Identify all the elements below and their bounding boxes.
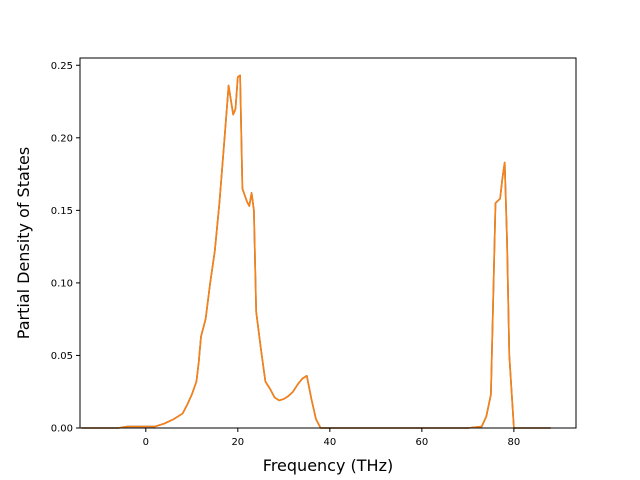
y-axis-label: Partial Density of States — [14, 147, 33, 339]
y-tick-label: 0.20 — [51, 133, 73, 144]
x-axis-ticks: 0 20 40 60 80 — [143, 428, 521, 448]
y-tick-label: 0.25 — [51, 61, 73, 72]
x-tick-label: 40 — [323, 437, 336, 448]
x-tick-label: 60 — [415, 437, 428, 448]
y-axis-ticks: 0.00 0.05 0.10 0.15 0.20 0.25 — [51, 61, 80, 435]
y-tick-label: 0.10 — [51, 278, 73, 289]
y-tick-label: 0.05 — [51, 351, 73, 362]
y-tick-label: 0.15 — [51, 206, 73, 217]
x-tick-label: 80 — [508, 437, 521, 448]
plot-frame — [79, 57, 577, 429]
y-tick-label: 0.00 — [51, 424, 73, 435]
x-tick-label: 0 — [143, 437, 149, 448]
series-layer — [81, 74, 551, 429]
series-line-2 — [81, 74, 551, 429]
x-tick-label: 20 — [231, 437, 244, 448]
x-axis-label: Frequency (THz) — [263, 456, 393, 475]
